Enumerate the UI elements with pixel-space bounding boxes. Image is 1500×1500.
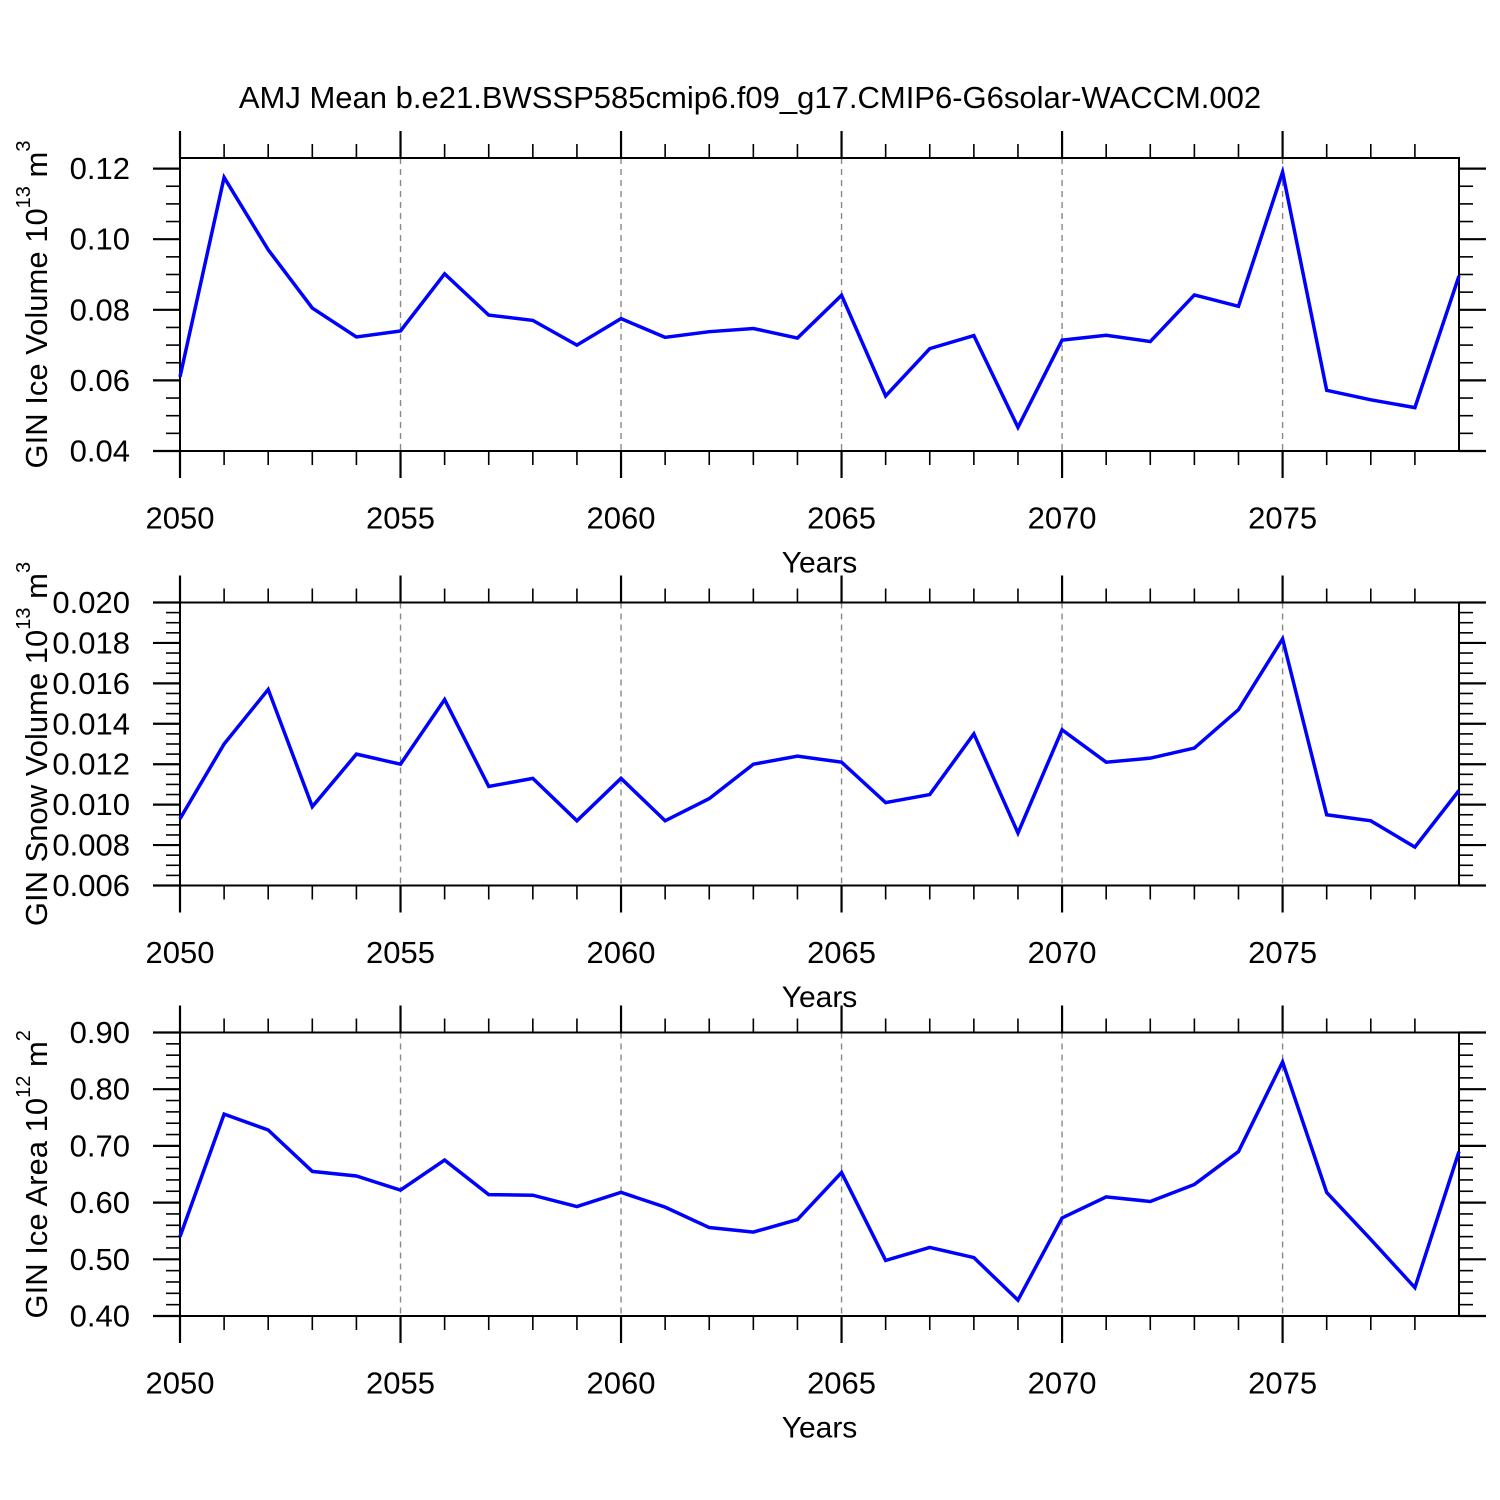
x-tick-label: 2055 xyxy=(366,501,435,536)
y-tick-label: 0.016 xyxy=(52,666,130,701)
y-tick-label: 0.006 xyxy=(52,868,130,903)
x-tick-label: 2060 xyxy=(587,501,656,536)
x-tick-label: 2070 xyxy=(1028,935,1097,970)
x-axis-title: Years xyxy=(782,1412,858,1445)
y-tick-label: 0.10 xyxy=(70,222,130,257)
y-tick-label: 0.40 xyxy=(70,1299,130,1334)
y-axis-title: GIN Ice Area 1012 m2 xyxy=(13,1030,54,1318)
panel-1: 0.04 0.06 0.08 0.10 0.12 2050 2055 2060 2065 2070… xyxy=(13,131,1486,580)
y-tick-label: 0.06 xyxy=(70,363,130,398)
x-tick-label: 2065 xyxy=(807,935,876,970)
data-line-3 xyxy=(178,1057,1461,1303)
data-line-1 xyxy=(178,165,1461,432)
chart-title: AMJ Mean b.e21.BWSSP585cmip6.f09_g17.CMI… xyxy=(238,80,1262,115)
plot-frame xyxy=(179,1031,1460,1317)
y-tick-label: 0.60 xyxy=(70,1185,130,1220)
y-tick-label: 0.90 xyxy=(70,1015,130,1050)
x-tick-label: 2065 xyxy=(807,501,876,536)
y-tick-label: 0.04 xyxy=(70,434,130,469)
x-axis-title: Years xyxy=(782,547,858,580)
x-tick-label: 2065 xyxy=(807,1366,876,1401)
y-tick-label: 0.50 xyxy=(70,1242,130,1277)
y-tick-label: 0.80 xyxy=(70,1072,130,1107)
y-tick-label: 0.70 xyxy=(70,1128,130,1163)
x-tick-label: 2060 xyxy=(587,935,656,970)
x-tick-label: 2055 xyxy=(366,1366,435,1401)
y-tick-label: 0.010 xyxy=(52,787,130,822)
x-tick-label: 2075 xyxy=(1248,1366,1317,1401)
y-tick-label: 0.020 xyxy=(52,585,130,620)
y-tick-label: 0.018 xyxy=(52,625,130,660)
x-tick-label: 2070 xyxy=(1028,1366,1097,1401)
panel-3: 0.40 0.50 0.60 0.70 0.80 0.90 2050 2055 2060 2065… xyxy=(13,1005,1486,1445)
data-line-2 xyxy=(178,634,1461,850)
x-tick-label: 2055 xyxy=(366,935,435,970)
y-axis-title: GIN Snow Volume 1013 m3 xyxy=(13,562,54,926)
y-axis-title: GIN Ice Volume 1013 m3 xyxy=(13,141,54,469)
x-tick-label: 2075 xyxy=(1248,935,1317,970)
plot-frame xyxy=(179,601,1460,887)
y-tick-label: 0.014 xyxy=(52,706,130,741)
x-axis-title: Years xyxy=(782,981,858,1014)
y-tick-label: 0.008 xyxy=(52,828,130,863)
x-tick-label: 2050 xyxy=(146,1366,215,1401)
x-tick-label: 2070 xyxy=(1028,501,1097,536)
panel-2: 0.006 0.008 0.010 0.012 0.014 0.016 0.018 0.020… xyxy=(13,562,1486,1014)
y-tick-label: 0.08 xyxy=(70,292,130,327)
x-tick-label: 2075 xyxy=(1248,501,1317,536)
x-tick-label: 2050 xyxy=(146,935,215,970)
x-tick-label: 2050 xyxy=(146,501,215,536)
x-tick-label: 2060 xyxy=(587,1366,656,1401)
plot-frame xyxy=(179,157,1460,452)
y-tick-label: 0.12 xyxy=(70,151,130,186)
y-tick-label: 0.012 xyxy=(52,747,130,782)
